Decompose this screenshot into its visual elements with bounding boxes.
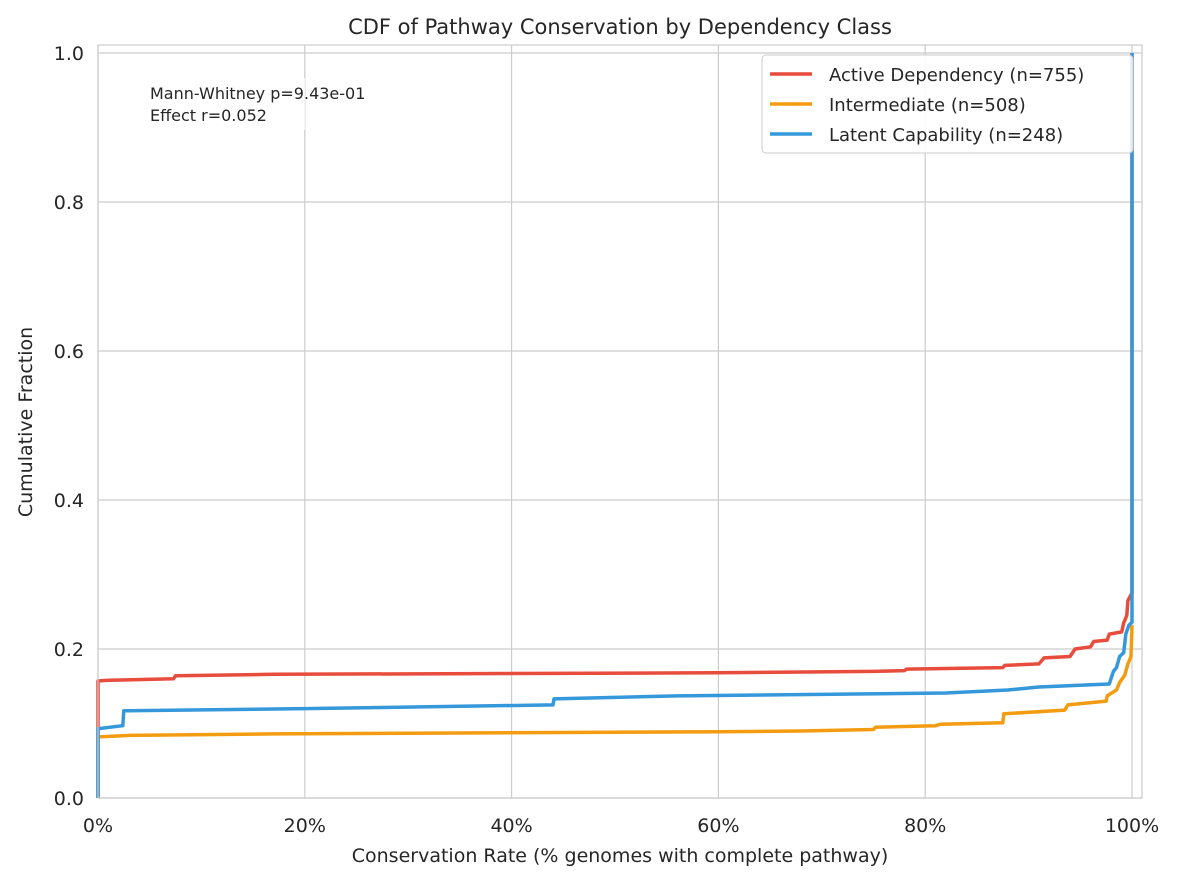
legend-frame: [761, 54, 1134, 154]
chart-title: CDF of Pathway Conservation by Dependenc…: [348, 15, 892, 39]
legend-label: Intermediate (n=508): [829, 95, 1026, 116]
x-tick-label: 100%: [1105, 815, 1159, 837]
series-line-2: [96, 53, 1134, 798]
legend-label: Latent Capability (n=248): [829, 125, 1063, 146]
x-tick-label: 80%: [904, 815, 946, 837]
annotation-box: [140, 78, 305, 130]
x-tick-label: 40%: [490, 815, 532, 837]
axes-frame: [97, 44, 1143, 799]
x-tick-label: 20%: [284, 815, 326, 837]
legend-label: Active Dependency (n=755): [829, 65, 1084, 86]
y-tick-label: 0.2: [54, 639, 84, 661]
annotation-effect: Effect r=0.052: [150, 106, 267, 125]
y-tick-label: 1.0: [54, 43, 84, 65]
y-axis-label: Cumulative Fraction: [15, 327, 37, 517]
y-tick-label: 0.0: [54, 788, 84, 810]
x-axis-label: Conservation Rate (% genomes with comple…: [352, 845, 889, 867]
legend: Active Dependency (n=755) Intermediate (n…: [761, 54, 1134, 154]
y-tick-label: 0.6: [54, 341, 84, 363]
y-tick-label: 0.4: [54, 490, 84, 512]
annotation-pvalue: Mann-Whitney p=9.43e-01: [150, 84, 365, 103]
series-line-1: [96, 625, 1134, 798]
y-tick-label: 0.8: [54, 192, 84, 214]
x-tick-label: 60%: [697, 815, 739, 837]
x-tick-label: 0%: [83, 815, 113, 837]
series-line-0: [96, 53, 1134, 798]
